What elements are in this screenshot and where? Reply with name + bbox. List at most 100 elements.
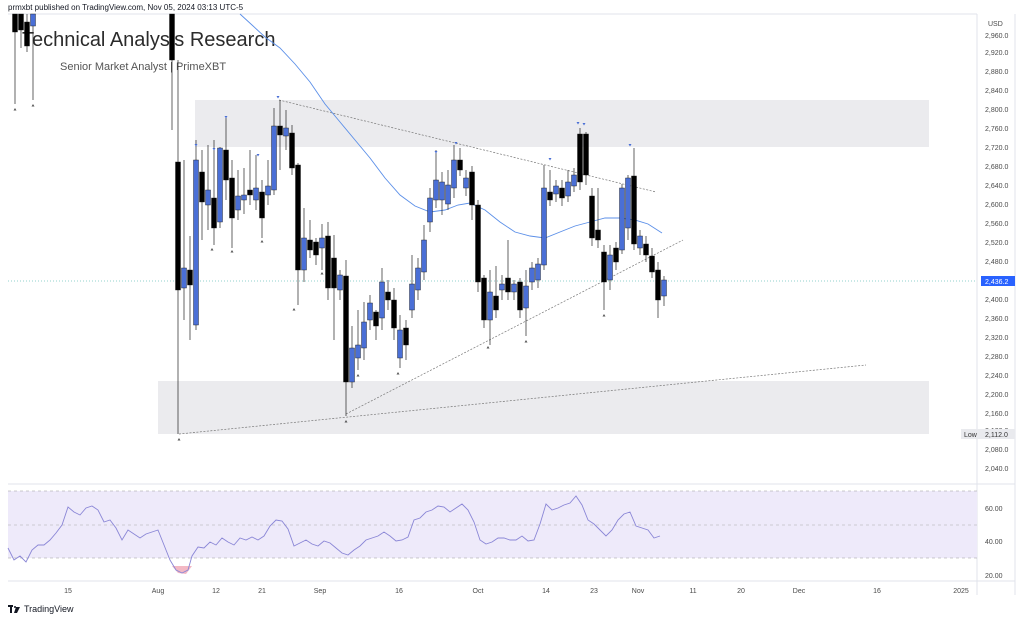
candle[interactable] [193,140,199,330]
candle[interactable] [241,168,247,214]
candle[interactable] [181,160,187,320]
candle[interactable] [493,266,499,318]
candle[interactable] [463,170,469,196]
candle[interactable] [625,175,631,240]
candle[interactable] [529,262,535,290]
candle[interactable] [421,225,427,280]
candle[interactable] [385,280,391,310]
candle[interactable] [409,255,415,318]
candle[interactable] [199,150,205,240]
ascending-trendline[interactable] [345,239,684,415]
candle[interactable] [613,242,619,270]
candle[interactable] [295,163,301,305]
candle[interactable] [391,288,397,340]
candle[interactable] [367,295,373,330]
candle[interactable] [403,320,409,360]
candle[interactable] [247,150,253,205]
candle[interactable] [175,60,181,434]
candle[interactable] [535,258,541,288]
candle[interactable] [475,200,481,292]
candle[interactable] [337,270,343,300]
candle[interactable] [451,145,457,198]
candle[interactable] [277,100,283,170]
candle[interactable] [433,150,439,208]
candle[interactable] [439,172,445,215]
candle[interactable] [283,110,289,150]
candle[interactable] [637,230,643,255]
candle[interactable] [18,13,24,48]
candle[interactable] [649,248,655,278]
time-axis[interactable]: 15 Aug 12 21 Sep 16 Oct 14 23 Nov 11 20 Dec 16 2025 [64,588,969,595]
candle[interactable] [607,245,613,290]
candle[interactable] [235,170,241,220]
candle[interactable] [211,140,217,245]
candle[interactable] [271,108,277,195]
candle[interactable] [307,220,313,258]
candle[interactable] [511,280,517,300]
candle[interactable] [457,148,463,176]
candle[interactable] [187,236,193,340]
rsi-line[interactable] [7,495,661,574]
candle[interactable] [523,270,529,336]
resistance-zone[interactable] [195,100,929,147]
candle[interactable] [223,118,229,200]
candle[interactable] [205,145,211,230]
candle[interactable] [319,224,325,270]
candle[interactable] [559,180,565,206]
candle[interactable] [217,147,223,228]
candle[interactable] [253,155,259,210]
candle[interactable] [589,188,595,246]
candle[interactable] [595,188,601,248]
candle[interactable] [655,262,661,318]
candle[interactable] [547,170,553,206]
candle[interactable] [553,180,559,202]
candle[interactable] [571,168,577,192]
candle[interactable] [259,180,265,238]
candle[interactable] [469,166,475,220]
candle[interactable] [12,13,18,104]
candle[interactable] [583,132,589,185]
candle[interactable] [517,278,523,318]
candle[interactable] [373,310,379,340]
candle[interactable] [24,14,30,52]
candle[interactable] [397,315,403,368]
candle[interactable] [577,128,583,190]
candle[interactable] [487,270,493,345]
candle[interactable] [301,208,307,282]
candle[interactable] [415,258,421,300]
candle[interactable] [331,235,337,340]
candle[interactable] [313,238,319,265]
candle[interactable] [379,268,385,330]
candle[interactable] [427,188,433,232]
candle[interactable] [661,276,667,306]
candle[interactable] [601,245,607,310]
candle[interactable] [541,165,547,270]
candle[interactable] [619,184,625,254]
candle[interactable] [643,236,649,262]
rsi-axis[interactable]: 60.00 40.00 20.00 [985,506,1003,580]
candle[interactable] [325,222,331,300]
candle[interactable] [169,13,175,130]
candle[interactable] [343,260,349,416]
price-axis[interactable]: 2,960.0 2,920.0 2,880.0 2,840.0 2,800.0 2,760… [985,33,1008,473]
candle[interactable] [631,148,637,250]
candle[interactable] [229,160,235,248]
candle[interactable] [30,13,36,100]
long-support-trendline[interactable] [178,364,867,435]
candle[interactable] [505,240,511,300]
descending-trendline[interactable] [278,99,657,193]
candle[interactable] [499,275,505,300]
pivot-low-marker [344,420,348,423]
candle[interactable] [289,125,295,175]
candle[interactable] [481,275,487,328]
support-zone[interactable] [158,381,929,434]
candle[interactable] [355,310,361,370]
footer-branding[interactable]: TradingView [8,604,74,614]
candlestick-series[interactable] [12,13,667,434]
candle[interactable] [265,160,271,205]
candle[interactable] [361,302,367,360]
candle[interactable] [445,170,451,210]
candle[interactable] [565,170,571,202]
candle[interactable] [349,326,355,388]
